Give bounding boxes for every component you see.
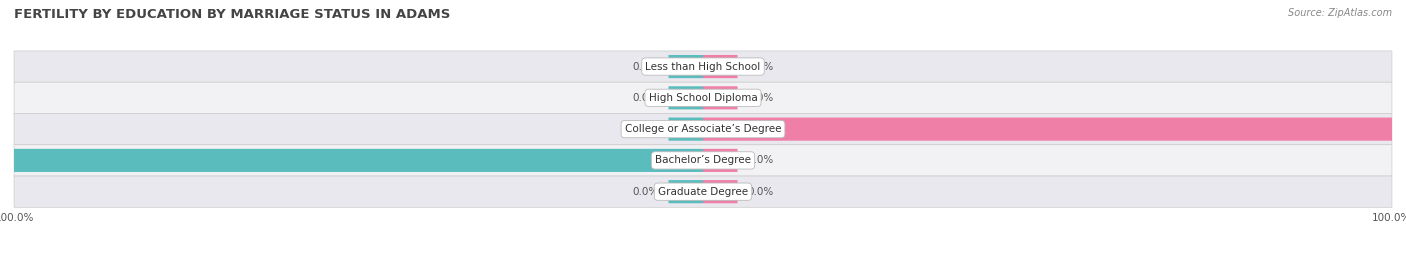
FancyBboxPatch shape (703, 118, 1392, 141)
FancyBboxPatch shape (14, 176, 1392, 207)
Text: 0.0%: 0.0% (748, 62, 775, 72)
FancyBboxPatch shape (14, 145, 1392, 176)
Text: 0.0%: 0.0% (748, 187, 775, 197)
Text: Bachelor’s Degree: Bachelor’s Degree (655, 155, 751, 165)
Text: FERTILITY BY EDUCATION BY MARRIAGE STATUS IN ADAMS: FERTILITY BY EDUCATION BY MARRIAGE STATU… (14, 8, 450, 21)
FancyBboxPatch shape (668, 86, 703, 109)
FancyBboxPatch shape (14, 149, 703, 172)
Text: 0.0%: 0.0% (748, 155, 775, 165)
FancyBboxPatch shape (703, 55, 738, 78)
FancyBboxPatch shape (668, 180, 703, 203)
Text: 0.0%: 0.0% (631, 124, 658, 134)
Text: Less than High School: Less than High School (645, 62, 761, 72)
FancyBboxPatch shape (703, 149, 738, 172)
FancyBboxPatch shape (668, 55, 703, 78)
FancyBboxPatch shape (14, 114, 1392, 145)
Text: High School Diploma: High School Diploma (648, 93, 758, 103)
FancyBboxPatch shape (14, 51, 1392, 82)
Text: Source: ZipAtlas.com: Source: ZipAtlas.com (1288, 8, 1392, 18)
FancyBboxPatch shape (703, 86, 738, 109)
Text: College or Associate’s Degree: College or Associate’s Degree (624, 124, 782, 134)
FancyBboxPatch shape (668, 118, 703, 141)
Text: 0.0%: 0.0% (631, 93, 658, 103)
Text: 0.0%: 0.0% (631, 187, 658, 197)
Text: 0.0%: 0.0% (631, 62, 658, 72)
Text: 0.0%: 0.0% (748, 93, 775, 103)
FancyBboxPatch shape (703, 180, 738, 203)
FancyBboxPatch shape (14, 82, 1392, 114)
Text: Graduate Degree: Graduate Degree (658, 187, 748, 197)
